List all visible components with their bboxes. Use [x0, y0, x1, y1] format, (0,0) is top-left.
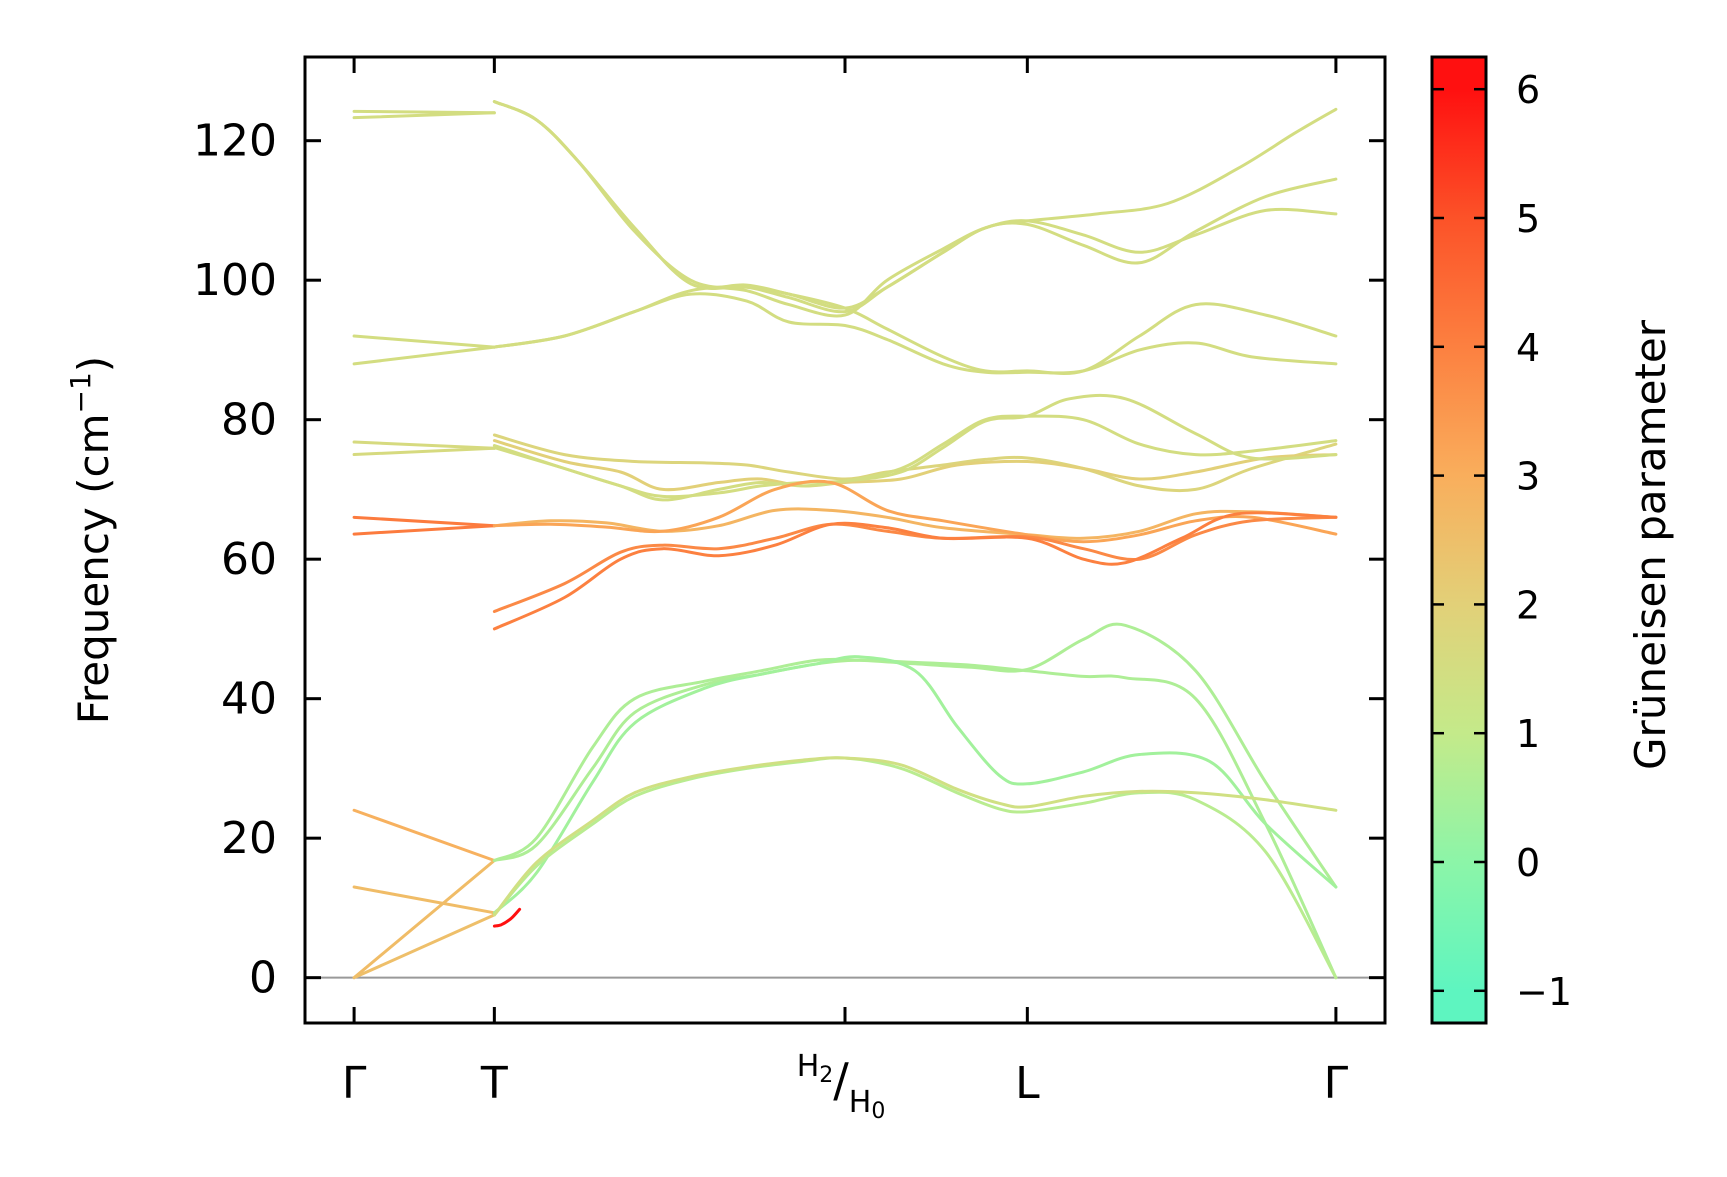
band-14: [492, 292, 1338, 375]
y-tick-label: 60: [221, 534, 277, 585]
band-10: [352, 858, 496, 980]
band-27: [492, 655, 1338, 915]
band-5: [352, 446, 496, 457]
band-16: [492, 100, 1338, 314]
colorbar-ticks: −1 0 1 2 3 4 5 6: [1432, 68, 1572, 1014]
cb-tick-label: 6: [1516, 68, 1540, 112]
band-11: [352, 913, 496, 980]
x-tick-label: Γ: [1324, 1058, 1349, 1109]
band-7: [352, 524, 496, 536]
colorbar: [1430, 55, 1488, 1025]
band-23: [492, 515, 1338, 613]
band-6: [352, 515, 496, 528]
y-ticks: 0 20 40 60 80 100 120: [193, 116, 1385, 1004]
band-29: [492, 756, 1338, 917]
band-18: [492, 439, 1338, 492]
band-30: [492, 907, 522, 928]
cb-tick-label: 1: [1516, 712, 1540, 756]
band-12: [492, 100, 1338, 318]
band-9: [352, 885, 496, 915]
y-tick-label: 100: [193, 255, 277, 306]
band-26: [492, 658, 1338, 980]
band-4: [352, 440, 496, 450]
band-15: [492, 100, 1338, 310]
cb-tick-label: 3: [1516, 455, 1540, 499]
band-21: [492, 507, 1338, 540]
y-tick-label: 40: [221, 674, 277, 725]
y-tick-label: 0: [249, 953, 277, 1004]
band-19: [492, 393, 1338, 499]
y-tick-label: 80: [221, 395, 277, 446]
plot-frame: [303, 55, 1387, 1025]
cb-tick-label: 2: [1516, 583, 1540, 627]
cb-tick-label: 4: [1516, 326, 1540, 370]
band-20: [492, 414, 1338, 502]
band-2: [352, 334, 496, 349]
band-24: [492, 511, 1338, 631]
band-8: [352, 808, 496, 862]
band-28: [492, 756, 1338, 980]
x-tick-label: L: [1015, 1058, 1040, 1109]
cb-tick-label: 5: [1516, 197, 1540, 241]
y-axis-title: Frequency (cm−1): [64, 356, 118, 724]
band-1: [352, 111, 496, 120]
x-ticks: Γ T H2/H0 L Γ: [342, 57, 1349, 1124]
y-tick-label: 20: [221, 813, 277, 864]
band-3: [352, 345, 496, 366]
colorbar-title: Grüneisen parameter: [1626, 319, 1675, 770]
x-tick-label: T: [480, 1058, 508, 1109]
phonon-bands: [352, 100, 1338, 980]
band-22: [492, 479, 1338, 544]
cb-tick-label: −1: [1516, 970, 1572, 1014]
x-tick-label: Γ: [342, 1058, 367, 1109]
x-tick-label: H2/H0: [797, 1049, 886, 1124]
y-tick-label: 120: [193, 116, 277, 167]
band-13: [492, 285, 1338, 375]
cb-tick-label: 0: [1516, 841, 1540, 885]
